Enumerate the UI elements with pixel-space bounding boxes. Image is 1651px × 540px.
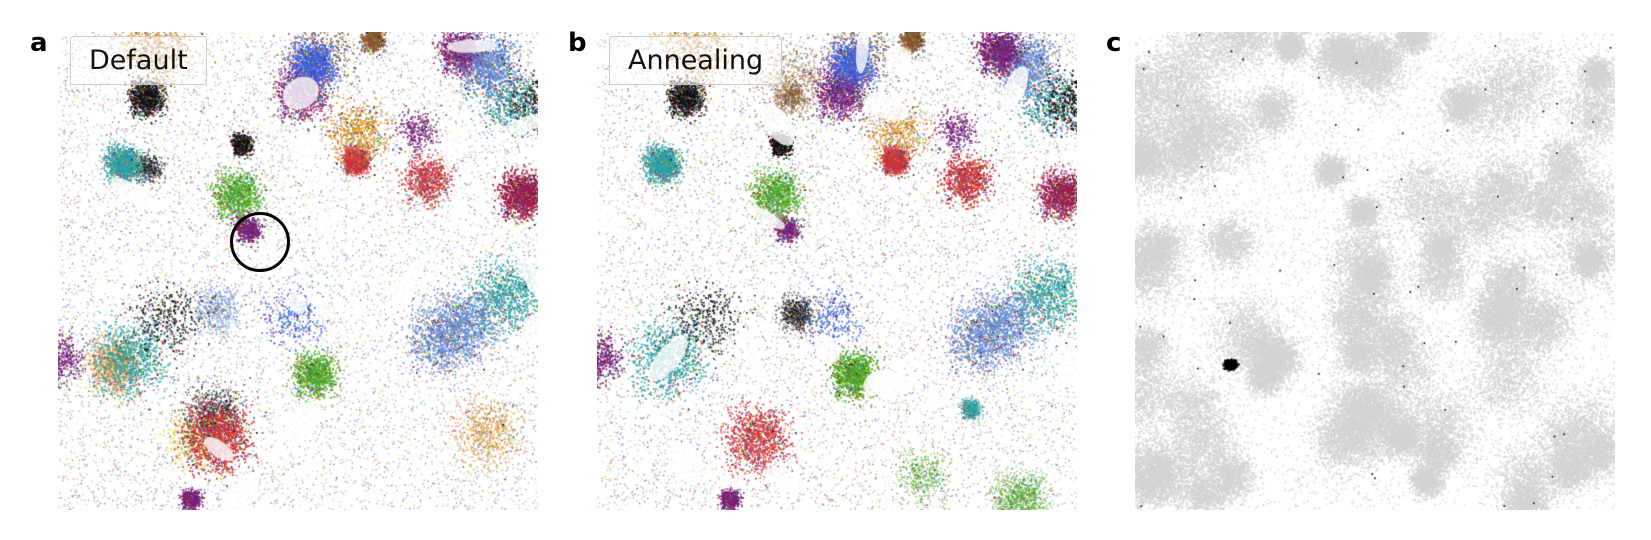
panel-b-label: Annealing [609,36,783,85]
panel-b-canvas [597,32,1077,510]
panel-letter-b: b [568,28,587,58]
panel-c-scatter [1135,32,1615,510]
panel-b-scatter: Annealing [597,32,1077,510]
panel-a-label: Default [70,36,207,85]
panel-c-canvas [1135,32,1615,510]
panel-letter-a: a [30,28,48,58]
panel-a-scatter: Default [58,32,538,510]
panel-a-canvas [58,32,538,510]
highlight-circle [230,212,290,272]
panel-letter-c: c [1106,28,1122,58]
